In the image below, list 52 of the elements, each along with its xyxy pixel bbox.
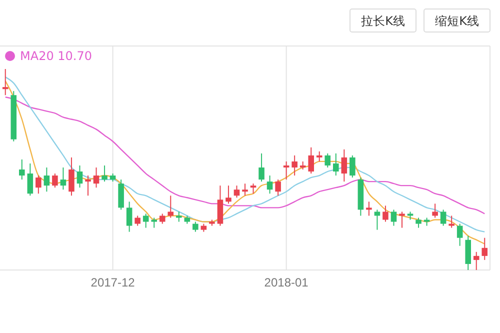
candlestick [266,175,273,194]
candlestick [226,185,232,204]
candlestick [341,148,348,182]
candlestick [350,154,356,178]
candlestick [308,146,314,174]
candlestick [126,201,132,232]
x-tick-label: 2018-01 [264,276,309,290]
candlestick [93,166,100,188]
candlestick [333,152,339,176]
text: 缩短K线 [435,14,479,28]
candlestick [316,150,322,162]
candlestick [151,217,157,228]
candlestick [68,156,74,196]
candlestick [432,203,438,218]
candlestick [275,179,281,196]
candlestick [473,251,480,270]
candlestick [60,166,66,190]
candlestick [283,160,290,180]
text: 拉长K线 [361,14,405,28]
candlestick [258,152,264,182]
candlestick [159,213,166,224]
candlestick [36,175,42,194]
candlestick [234,185,240,198]
candlestick [448,215,454,228]
candlestick [134,215,140,226]
x-tick-label: 2017-12 [90,276,136,290]
candlestick [390,209,397,226]
candlestick [27,162,34,196]
candlestick [292,154,298,176]
candlestick [456,223,463,246]
candlestick [19,158,25,180]
candlestick [76,164,83,188]
candlestick [44,166,50,192]
candlestick [416,217,422,228]
candlestick [176,211,182,222]
candlestick [382,205,388,222]
candlestick [250,183,256,194]
candlestick [366,201,372,216]
candlestick [168,195,174,218]
candlestick [324,152,331,168]
candlestick [192,221,198,232]
candlestick [2,68,8,96]
legend-label: MA20 10.70 [20,49,92,63]
candlestick [440,209,446,226]
candlestick [374,209,380,230]
candlestick [102,164,108,182]
candlestick [482,237,488,260]
candlestick [399,211,405,228]
candlestick [142,213,149,228]
candlestick [52,173,58,188]
candlestick [85,175,91,196]
candlestick [242,183,248,196]
